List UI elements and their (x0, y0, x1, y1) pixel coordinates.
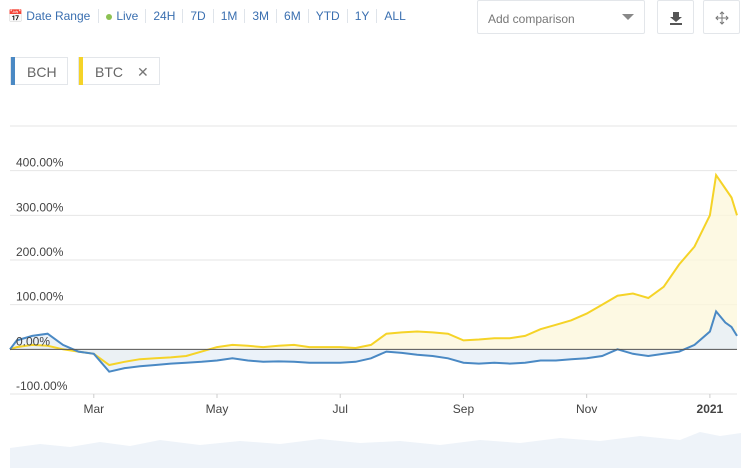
legend-label: BTC (95, 64, 123, 80)
range-button[interactable]: YTD (307, 9, 347, 23)
x-tick-label: Mar (83, 402, 104, 416)
navigator-area (10, 432, 741, 468)
y-tick-label: 0.00% (16, 334, 50, 348)
live-label: Live (116, 9, 139, 23)
download-icon (670, 12, 682, 25)
compare-dropdown[interactable]: Add comparison (477, 0, 645, 34)
x-tick-label: Jul (333, 402, 348, 416)
move-icon (715, 11, 729, 25)
y-tick-label: 400.00% (16, 156, 64, 170)
y-tick-label: 300.00% (16, 200, 64, 214)
range-button[interactable]: 7D (182, 9, 212, 23)
x-tick-label: May (206, 402, 229, 416)
range-buttons: 24H 7D 1M 3M 6M YTD 1Y ALL (145, 9, 412, 23)
range-button[interactable]: 1M (212, 9, 245, 23)
compare-placeholder: Add comparison (488, 12, 575, 26)
legend-label: BCH (27, 64, 57, 80)
x-tick-label: 2021 (697, 402, 724, 416)
range-button[interactable]: 3M (244, 9, 276, 23)
series-line (9, 172, 738, 367)
x-tick-label: Nov (576, 402, 597, 416)
date-range[interactable]: 📅 Date Range (8, 9, 91, 23)
x-tick-label: Sep (453, 402, 475, 416)
series-area (10, 311, 737, 372)
move-button[interactable] (703, 0, 740, 34)
y-tick-label: 100.00% (16, 290, 64, 304)
toolbar: 📅 Date Range Live 24H 7D 1M 3M 6M YTD 1Y ALL (8, 9, 413, 23)
legend-swatch (79, 57, 83, 85)
legend-remove[interactable]: ✕ (137, 64, 149, 80)
range-button[interactable]: 24H (145, 9, 182, 23)
legend-item[interactable]: BCH (10, 57, 68, 85)
y-tick-label: 200.00% (16, 245, 64, 259)
range-button[interactable]: ALL (376, 9, 412, 23)
legend-item[interactable]: BTC ✕ (78, 57, 160, 85)
y-tick-label: -100.00% (16, 379, 68, 393)
series-line (9, 309, 738, 373)
legend-swatch (11, 57, 15, 85)
range-button[interactable]: 1Y (346, 9, 377, 23)
download-button[interactable] (657, 0, 694, 34)
date-range-label: Date Range (26, 9, 91, 23)
live-toggle[interactable]: Live (98, 9, 145, 23)
series-area (10, 175, 737, 365)
range-button[interactable]: 6M (276, 9, 308, 23)
